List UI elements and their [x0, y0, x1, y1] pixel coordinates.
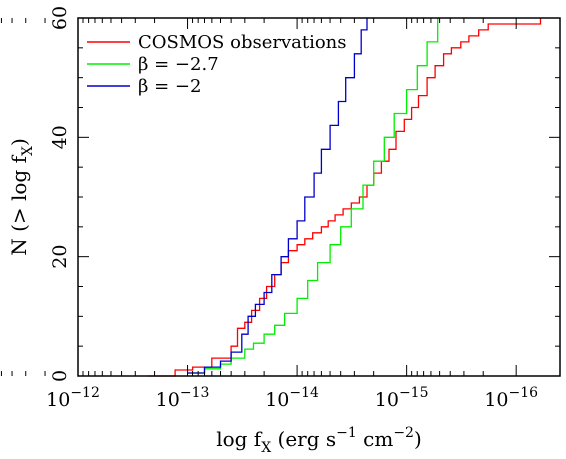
y-axis-label: N (> log fX) — [7, 138, 36, 256]
y-tick-label-2: 40 — [49, 125, 71, 149]
tick-layer: 10−12 10−13 10−14 10−15 10−16 0 20 40 60 — [0, 6, 560, 411]
legend-label-1: β = −2.7 — [138, 54, 219, 75]
x-tick-label-2: 10−14 — [265, 385, 319, 411]
y-tick-label-3: 60 — [49, 6, 71, 30]
x-tick-label-4: 10−16 — [484, 385, 538, 411]
x-axis-label: log fX (erg s−1 cm−2) — [216, 425, 422, 456]
series-line-1 — [187, 18, 439, 374]
series-layer — [147, 18, 542, 377]
series-line-2 — [187, 18, 368, 374]
y-tick-label-0: 0 — [49, 370, 71, 382]
x-tick-label-3: 10−15 — [375, 385, 429, 411]
series-line-0 — [147, 18, 542, 377]
x-tick-label-1: 10−13 — [156, 385, 210, 411]
legend-label-0: COSMOS observations — [138, 32, 347, 53]
y-tick-label-1: 20 — [49, 245, 71, 269]
legend-label-2: β = −2 — [138, 76, 201, 97]
x-tick-label-0: 10−12 — [46, 385, 100, 411]
